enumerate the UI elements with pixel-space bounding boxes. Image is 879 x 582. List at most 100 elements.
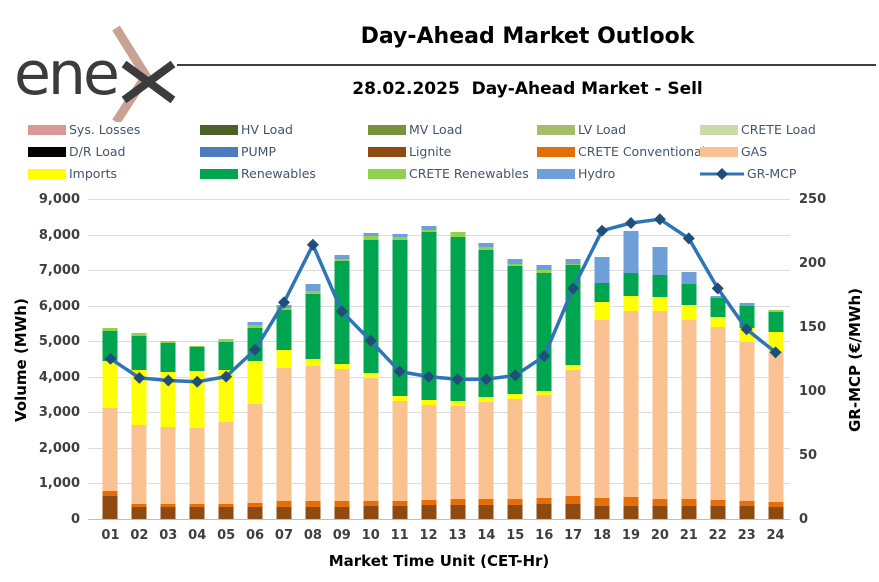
bar-segment-crete-conventional (768, 502, 784, 507)
chart-subtitle: 28.02.2025 Day-Ahead Market - Sell (352, 79, 703, 99)
bar-segment-renewables (392, 240, 408, 396)
bar-column-03 (154, 200, 183, 520)
bars (96, 200, 790, 520)
gr-mcp-marker-08 (306, 238, 319, 251)
bar-segment-renewables (305, 293, 321, 359)
bar-segment-gas (218, 421, 234, 504)
bar-segment-imports (536, 390, 552, 396)
bar-segment-lignite (218, 506, 234, 519)
bar-column-20 (646, 200, 675, 520)
stacked-bar-13 (450, 231, 466, 519)
legend-label: LV Load (578, 122, 627, 137)
bar-segment-crete-renewables (218, 338, 234, 342)
bar-segment-renewables (189, 347, 205, 371)
bar-segment-renewables (276, 310, 292, 351)
x-axis-tick-label: 03 (159, 528, 178, 543)
legend-item-mv-load: MV Load (368, 123, 537, 136)
bar-segment-imports (218, 370, 234, 422)
stacked-bar-23 (739, 302, 755, 519)
gr-mcp-marker-19 (624, 217, 637, 230)
right-axis-tick-label: 250 (799, 192, 827, 207)
bar-segment-gas (768, 351, 784, 503)
bar-column-21 (674, 200, 703, 520)
bar-segment-gas (247, 403, 263, 504)
bar-segment-crete-conventional (652, 498, 668, 507)
gr-mcp-marker-05 (220, 370, 233, 383)
left-axis-tick-label: 6,000 (38, 298, 80, 314)
bar-column-18 (588, 200, 617, 520)
bar-segment-crete-conventional (392, 500, 408, 506)
left-axis-tick-label: 7,000 (38, 263, 80, 279)
bar-segment-imports (450, 400, 466, 406)
left-axis-tick-label: 8,000 (38, 227, 80, 243)
page-title: Day-Ahead Market Outlook (360, 24, 695, 49)
bar-segment-hydro (247, 321, 263, 325)
gr-mcp-marker-06 (249, 343, 262, 356)
stacked-bar-16 (536, 265, 552, 519)
bar-segment-imports (478, 396, 494, 402)
bar-segment-crete-conventional (247, 503, 263, 507)
gr-mcp-line-layer (104, 213, 782, 388)
x-axis-tick-label: 24 (766, 528, 785, 543)
bar-segment-gas (334, 369, 350, 502)
stacked-bar-22 (710, 295, 726, 519)
gr-mcp-marker-02 (133, 371, 146, 384)
bar-segment-imports (392, 395, 408, 401)
bar-segment-gas (276, 368, 292, 502)
bar-segment-hydro (421, 226, 437, 230)
bar-segment-gas (507, 398, 523, 500)
legend-label: Sys. Losses (69, 122, 141, 137)
bar-segment-crete-conventional (160, 504, 176, 507)
legend-item-hv-load: HV Load (200, 123, 368, 136)
legend-swatch-gas (700, 146, 738, 157)
legend-label: CRETE Renewables (409, 166, 529, 181)
x-axis-tick-label: 09 (332, 528, 351, 543)
gridline-2000 (88, 447, 790, 449)
x-axis-tick-label: 23 (737, 528, 756, 543)
bar-segment-lignite (450, 504, 466, 519)
bar-segment-renewables (450, 236, 466, 401)
x-axis-tick-label: 08 (303, 528, 322, 543)
bar-segment-imports (247, 361, 263, 404)
bar-segment-renewables (536, 272, 552, 391)
x-axis-tick-label: 21 (679, 528, 698, 543)
bar-segment-gas (652, 311, 668, 499)
gridline-9000 (88, 199, 790, 200)
bar-segment-crete-conventional (189, 504, 205, 507)
bar-column-01 (96, 200, 125, 520)
bar-segment-gas (594, 320, 610, 499)
gr-mcp-marker-18 (596, 224, 609, 237)
legend-swatch-crete-load (700, 124, 738, 135)
gr-mcp-marker-04 (191, 375, 204, 388)
bar-segment-gas (392, 400, 408, 501)
gr-mcp-marker-20 (653, 213, 666, 226)
bar-segment-crete-conventional (334, 501, 350, 507)
bar-segment-imports (334, 363, 350, 370)
bar-segment-gas (478, 401, 494, 500)
stacked-bar-02 (131, 333, 147, 519)
stacked-bar-19 (623, 231, 639, 519)
left-axis-tick-label: 0 (70, 512, 80, 527)
gr-mcp-marker-10 (364, 334, 377, 347)
x-axis-tick-label: 05 (217, 528, 236, 543)
stacked-bar-05 (218, 338, 234, 519)
bar-segment-lignite (276, 506, 292, 519)
bar-segment-renewables (160, 343, 176, 373)
bar-segment-crete-renewables (507, 264, 523, 267)
gr-mcp-marker-12 (422, 370, 435, 383)
bar-segment-hydro (681, 271, 697, 284)
bar-segment-lignite (131, 506, 147, 519)
bar-segment-crete-conventional (363, 500, 379, 506)
bar-column-15 (501, 200, 530, 520)
bar-segment-hydro (392, 233, 408, 238)
legend-swatch-pump (200, 146, 238, 157)
legend-label: MV Load (409, 122, 463, 137)
bar-column-02 (125, 200, 154, 520)
bar-segment-imports (565, 364, 581, 371)
stacked-bar-03 (160, 340, 176, 519)
gr-mcp-marker-14 (480, 373, 493, 386)
legend-item-crete-renewables: CRETE Renewables (368, 167, 537, 180)
bar-segment-gas (189, 427, 205, 505)
legend-item-imports: Imports (28, 167, 200, 180)
gr-mcp-marker-07 (277, 296, 290, 309)
